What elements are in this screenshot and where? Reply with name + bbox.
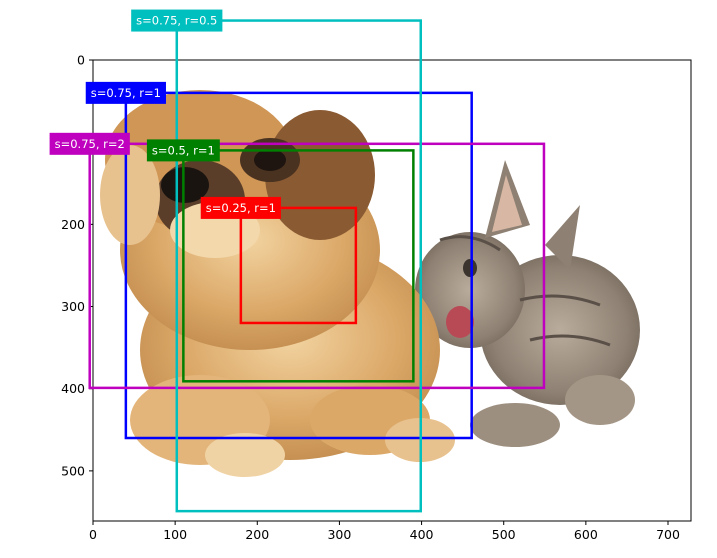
y-tick-label: 500: [61, 463, 85, 478]
photo-puppy-and-kitten: [93, 60, 691, 521]
bbox-rect: [124, 91, 473, 440]
bbox-label: s=0.75, r=0.5: [131, 9, 223, 32]
bbox-label-text: s=0.75, r=1: [91, 86, 161, 100]
axis-ticks: 01002003004005006007000100200300400500: [61, 53, 680, 543]
bbox-label-background: [131, 9, 223, 32]
bbox-label-text: s=0.25, r=1: [206, 201, 276, 215]
axes-frame: [92, 59, 692, 522]
bbox-rect: [182, 149, 415, 383]
x-tick-label: 0: [89, 527, 97, 542]
y-tick-label: 200: [61, 217, 85, 232]
bbox-label: s=0.25, r=1: [200, 196, 281, 219]
bbox-label: s=0.75, r=1: [85, 81, 166, 104]
y-tick-label: 300: [61, 299, 85, 314]
bbox-rect: [239, 206, 358, 325]
x-tick-label: 200: [245, 527, 269, 542]
y-tick-label: 400: [61, 381, 85, 396]
x-tick-label: 700: [656, 527, 680, 542]
bbox-rect: [88, 142, 546, 390]
kitten: [415, 160, 640, 447]
bbox-label-text: s=0.5, r=1: [152, 143, 215, 157]
bbox-label-background: [85, 81, 166, 104]
bounding-boxes: s=0.75, r=1 s=0.75, r=2 s=0.75, r=0.5 s=0.5…: [49, 9, 546, 513]
bbox-label-background: [49, 132, 130, 155]
bbox-rect: [175, 19, 422, 513]
bbox-label-background: [146, 139, 220, 162]
x-tick-label: 600: [574, 527, 598, 542]
x-tick-label: 100: [163, 527, 187, 542]
bbox-label: s=0.75, r=2: [49, 132, 130, 155]
x-tick-label: 500: [492, 527, 516, 542]
bbox-label-background: [200, 196, 281, 219]
bbox-label: s=0.5, r=1: [146, 139, 220, 162]
bbox-label-text: s=0.75, r=0.5: [136, 14, 217, 28]
bbox-label-text: s=0.75, r=2: [55, 137, 125, 151]
x-tick-label: 300: [327, 527, 351, 542]
y-tick-label: 0: [77, 53, 85, 68]
x-tick-label: 400: [410, 527, 434, 542]
